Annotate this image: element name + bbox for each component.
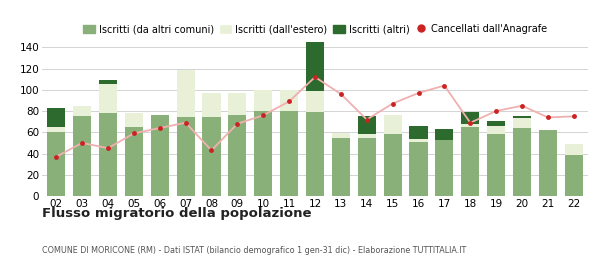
Bar (99, 113, 117, 196)
Bar (280, 90, 298, 111)
Bar (409, 126, 428, 139)
Bar (202, 117, 221, 196)
Bar (99, 80, 117, 85)
Bar (436, 129, 454, 140)
Bar (280, 111, 298, 196)
Bar (254, 90, 272, 111)
Bar (358, 134, 376, 137)
Bar (125, 113, 143, 127)
Bar (513, 118, 531, 128)
Bar (461, 124, 479, 127)
Bar (332, 133, 350, 137)
Bar (229, 115, 247, 196)
Bar (461, 112, 479, 124)
Bar (306, 91, 324, 112)
Bar (513, 116, 531, 118)
Bar (461, 127, 479, 196)
Bar (47, 132, 65, 196)
Bar (487, 126, 505, 134)
Bar (73, 106, 91, 116)
Bar (125, 127, 143, 196)
Text: COMUNE DI MORICONE (RM) - Dati ISTAT (bilancio demografico 1 gen-31 dic) - Elabo: COMUNE DI MORICONE (RM) - Dati ISTAT (bi… (42, 246, 466, 255)
Bar (358, 116, 376, 134)
Bar (358, 137, 376, 196)
Bar (539, 130, 557, 196)
Bar (47, 108, 65, 127)
Bar (332, 137, 350, 196)
Bar (409, 139, 428, 142)
Text: Flusso migratorio della popolazione: Flusso migratorio della popolazione (42, 207, 311, 220)
Bar (436, 140, 454, 196)
Bar (383, 115, 401, 134)
Bar (254, 111, 272, 196)
Bar (99, 85, 117, 113)
Bar (151, 115, 169, 196)
Bar (306, 27, 324, 91)
Bar (565, 155, 583, 196)
Bar (176, 70, 194, 117)
Bar (47, 127, 65, 132)
Bar (306, 112, 324, 196)
Bar (383, 134, 401, 196)
Bar (409, 142, 428, 196)
Bar (202, 93, 221, 117)
Legend: Iscritti (da altri comuni), Iscritti (dall'estero), Iscritti (altri), Cancellati: Iscritti (da altri comuni), Iscritti (da… (83, 24, 547, 34)
Bar (487, 121, 505, 126)
Bar (513, 128, 531, 196)
Bar (565, 144, 583, 155)
Bar (487, 134, 505, 196)
Bar (229, 93, 247, 115)
Bar (73, 116, 91, 196)
Bar (176, 117, 194, 196)
